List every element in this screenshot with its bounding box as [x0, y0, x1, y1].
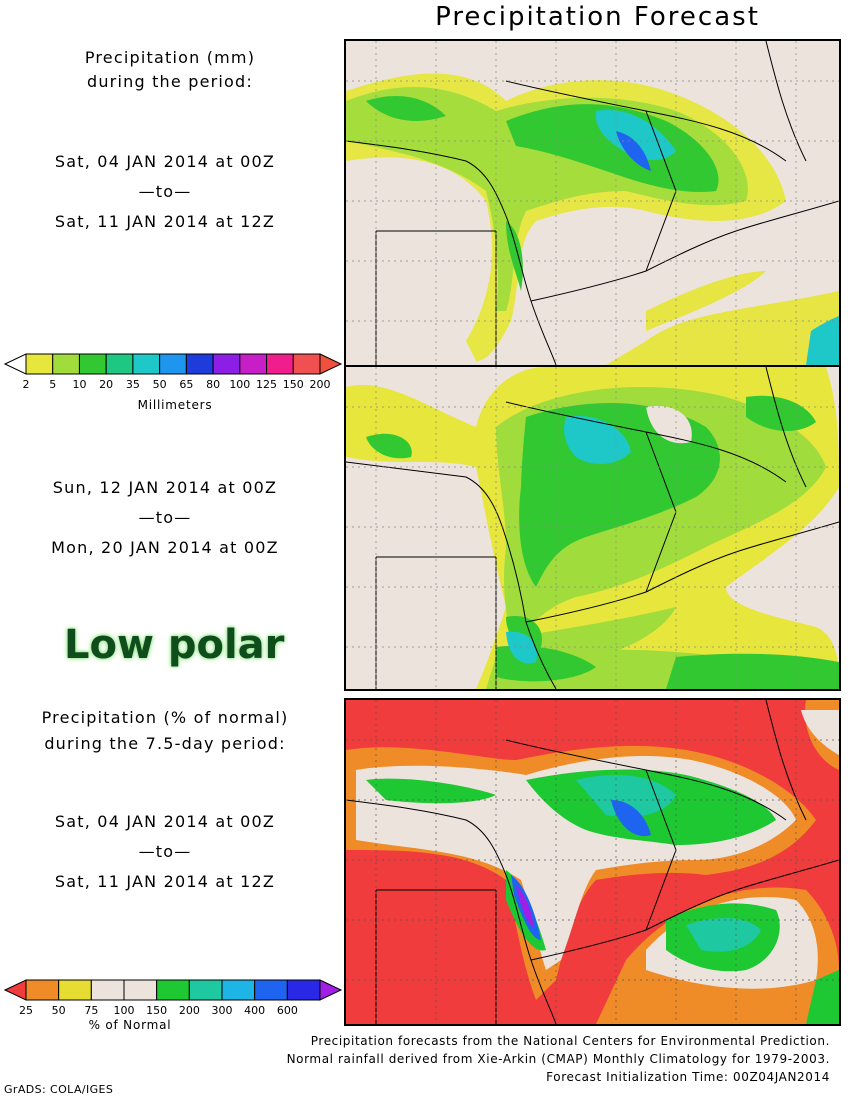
panel1-end-date: Sat, 11 JAN 2014 at 12Z — [54, 212, 276, 231]
panel3-to: —to— — [138, 842, 192, 861]
panel2-start-date: Sun, 12 JAN 2014 at 00Z — [52, 478, 278, 497]
pct-legend-tick-label: 25 — [19, 1004, 33, 1017]
pct-legend-unit: % of Normal — [88, 1018, 172, 1032]
mm-legend-tick-label: 10 — [72, 378, 87, 391]
pct-legend-swatch-4 — [123, 979, 158, 1001]
precip-map-1 — [346, 41, 839, 365]
pct-legend-tick-label: 200 — [178, 1004, 200, 1017]
mm-legend-tick-label: 20 — [99, 378, 114, 391]
pct-legend-swatch-2 — [58, 979, 92, 1001]
pct-legend-tick-label: 300 — [211, 1004, 233, 1017]
mm-legend-graphic — [3, 353, 343, 375]
panel3-heading-line1: Precipitation (% of normal) — [41, 708, 289, 727]
mm-legend-tick-label: 150 — [282, 378, 304, 391]
pct-legend-tick-label: 150 — [146, 1004, 168, 1017]
mm-legend-unit: Millimeters — [137, 398, 213, 412]
footer-line1: Precipitation forecasts from the Nationa… — [310, 1034, 830, 1048]
mm-legend-swatch-4 — [105, 353, 134, 375]
mm-legend-swatch-7 — [185, 353, 214, 375]
panel2-end-date: Mon, 20 JAN 2014 at 00Z — [51, 538, 279, 557]
pct-legend-swatch-0 — [3, 979, 27, 1001]
panel2-to: —to— — [138, 508, 192, 527]
low-polar-overlay-text: Low polar — [64, 622, 285, 668]
mm-legend-tick-label: 5 — [49, 378, 57, 391]
pct-legend-tick-label: 600 — [276, 1004, 298, 1017]
pct-legend-swatch-7 — [221, 979, 256, 1001]
mm-legend-swatch-1 — [25, 353, 54, 375]
grads-credit: GrADS: COLA/IGES — [4, 1083, 114, 1096]
mm-legend-tick-label: 2 — [22, 378, 30, 391]
map-panel-mm-period2 — [344, 365, 841, 691]
pct-legend-graphic — [3, 979, 343, 1001]
mm-legend-tick-label: 200 — [309, 378, 331, 391]
mm-legend-swatch-0 — [3, 353, 27, 375]
pct-legend-tick-label: 50 — [51, 1004, 66, 1017]
footer-line2: Normal rainfall derived from Xie-Arkin (… — [286, 1052, 830, 1066]
panel3-heading-line2: during the 7.5-day period: — [44, 734, 286, 753]
mm-legend-swatch-12 — [319, 353, 343, 375]
pct-legend-tick-label: 75 — [84, 1004, 99, 1017]
pct-legend-swatch-1 — [25, 979, 60, 1001]
mm-legend-tick-label: 65 — [179, 378, 194, 391]
map-panel-mm-period1 — [344, 39, 841, 367]
panel1-to: —to— — [138, 182, 192, 201]
mm-legend-tick-label: 125 — [256, 378, 278, 391]
pct-legend-swatch-6 — [188, 979, 223, 1001]
panel1-heading-line2: during the period: — [86, 72, 253, 91]
panel3-end-date: Sat, 11 JAN 2014 at 12Z — [54, 872, 276, 891]
pct-legend-swatch-5 — [156, 979, 190, 1001]
mm-legend-ticks: 2 5 10 20 35 50 65 80 100 125 150 200 — [0, 378, 345, 392]
footer-line3: Forecast Initialization Time: 00Z04JAN20… — [546, 1070, 830, 1084]
page-title: Precipitation Forecast — [435, 2, 760, 32]
mm-legend-swatch-9 — [239, 353, 268, 375]
pct-legend-ticks: 25 50 75 100 150 200 300 400 600 — [0, 1004, 345, 1018]
pct-legend-swatch-3 — [90, 979, 125, 1001]
mm-legend-tick-label: 50 — [152, 378, 167, 391]
mm-legend-swatch-11 — [292, 353, 321, 375]
mm-legend-tick-label: 35 — [125, 378, 140, 391]
precip-map-2 — [346, 367, 839, 689]
mm-legend-swatch-3 — [78, 353, 107, 375]
mm-legend-swatch-6 — [159, 353, 187, 375]
mm-legend-bar — [3, 352, 344, 376]
mm-legend-swatch-10 — [266, 353, 294, 375]
mm-legend-swatch-8 — [212, 353, 241, 375]
precip-map-3 — [346, 700, 839, 1024]
pct-legend-bar — [3, 978, 344, 1002]
pct-legend-swatch-10 — [319, 979, 343, 1001]
mm-legend-swatch-2 — [52, 353, 80, 375]
mm-legend-swatch-5 — [132, 353, 161, 375]
mm-legend-tick-label: 80 — [206, 378, 221, 391]
pct-legend-swatch-9 — [286, 979, 321, 1001]
map-panel-pct-normal — [344, 698, 841, 1026]
pct-legend-tick-label: 400 — [244, 1004, 266, 1017]
panel3-start-date: Sat, 04 JAN 2014 at 00Z — [54, 812, 276, 831]
mm-legend-tick-label: 100 — [229, 378, 251, 391]
panel1-start-date: Sat, 04 JAN 2014 at 00Z — [54, 152, 276, 171]
panel1-heading-line1: Precipitation (mm) — [84, 48, 256, 67]
pct-legend-swatch-8 — [254, 979, 288, 1001]
pct-legend-tick-label: 100 — [113, 1004, 135, 1017]
